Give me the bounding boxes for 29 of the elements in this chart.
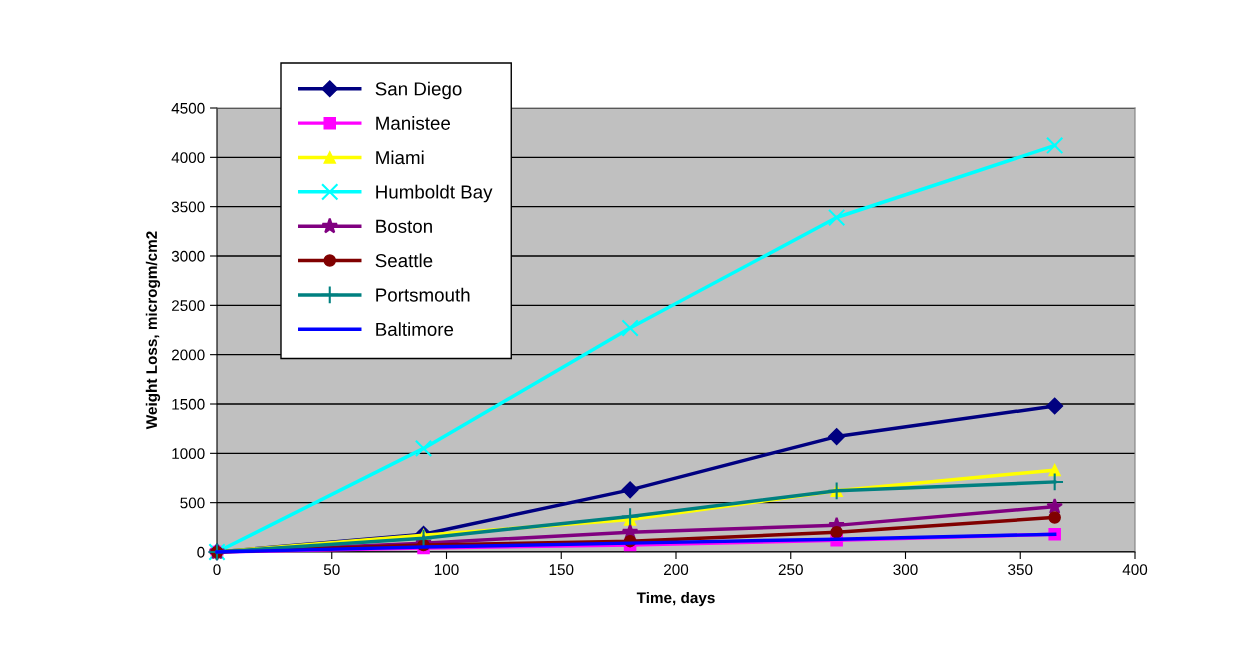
y-tick-label: 500	[180, 497, 205, 509]
x-tick-label: 400	[1122, 564, 1148, 576]
y-tick-label: 1000	[172, 448, 205, 460]
x-tick-label: 350	[1008, 564, 1033, 576]
x-tick-label: 150	[549, 564, 574, 576]
y-tick-label: 3500	[171, 201, 205, 213]
x-tick-label: 200	[664, 564, 689, 576]
y-tick-label: 2000	[171, 349, 205, 361]
y-tick-label: 3000	[171, 250, 205, 262]
y-tick-label: 0	[197, 546, 205, 558]
legend-label: Manistee	[376, 116, 450, 130]
legend-label: Miami	[376, 150, 424, 165]
y-tick-label: 4000	[171, 152, 205, 164]
x-tick-label: 0	[213, 564, 221, 576]
legend-label: Humboldt Bay	[376, 184, 493, 203]
legend-label: Seattle	[375, 253, 433, 268]
legend-label: Baltimore	[376, 322, 454, 336]
x-axis-title: Time, days	[636, 591, 715, 607]
legend-label: Boston	[376, 219, 432, 233]
x-tick-label: 300	[893, 564, 918, 576]
y-axis-title: Weight Loss, microgm/cm2	[145, 231, 161, 430]
y-tick-label: 4500	[171, 102, 205, 114]
y-tick-label: 1500	[172, 398, 205, 410]
legend-label: Portsmouth	[376, 287, 470, 302]
y-tick-label: 2500	[171, 300, 205, 312]
legend-label: San Diego	[375, 81, 462, 100]
x-tick-label: 50	[323, 564, 340, 576]
x-tick-label: 250	[778, 564, 803, 576]
x-tick-label: 100	[434, 564, 459, 576]
